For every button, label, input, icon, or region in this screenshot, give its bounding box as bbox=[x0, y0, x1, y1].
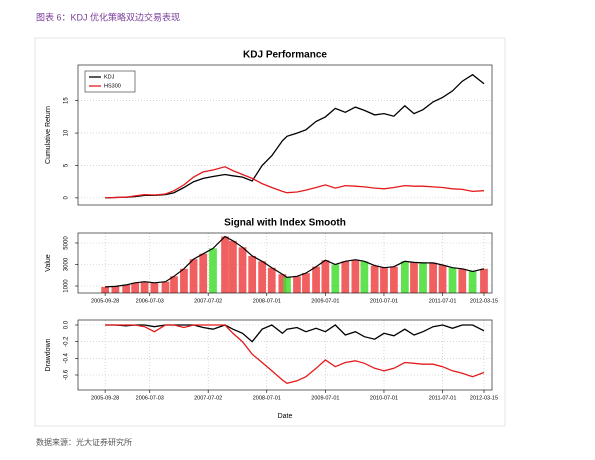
signal-bar bbox=[410, 262, 418, 293]
x-tick-label: 2012-03-15 bbox=[470, 298, 498, 304]
signal-bar bbox=[312, 266, 320, 293]
signal-bar bbox=[448, 267, 457, 293]
signal-bar bbox=[302, 273, 310, 293]
y-tick-label: 15 bbox=[64, 97, 70, 104]
y-axis-label: Drawdown bbox=[45, 338, 52, 371]
signal-bar bbox=[321, 260, 330, 293]
y-tick-label: -0.6 bbox=[64, 369, 70, 380]
y-tick-label: 5 bbox=[64, 163, 70, 167]
plot-frame bbox=[77, 319, 493, 391]
signal-bar bbox=[438, 265, 447, 293]
signal-bar bbox=[122, 284, 131, 293]
signal-bar bbox=[150, 282, 159, 293]
source: 数据来源：光大证券研究所 bbox=[36, 437, 132, 447]
signal-bar bbox=[283, 277, 291, 293]
y-tick-label: -0.2 bbox=[64, 336, 70, 347]
chart-title: KDJ Performance bbox=[243, 50, 327, 61]
y-tick-label: 3000 bbox=[64, 257, 70, 271]
signal-bar bbox=[170, 276, 178, 293]
legend-box bbox=[84, 70, 136, 93]
y-tick-label: 1000 bbox=[64, 279, 70, 293]
signal-bar bbox=[351, 259, 360, 293]
signal-bar bbox=[140, 281, 149, 293]
x-tick-label: 2009-07-01 bbox=[311, 395, 339, 401]
series-line bbox=[105, 324, 485, 385]
signal-bar bbox=[221, 236, 229, 293]
y-axis-label: Cumulative Return bbox=[45, 106, 52, 164]
signal-bar bbox=[419, 262, 427, 293]
signal-bar bbox=[111, 286, 120, 293]
x-tick-label: 2008-07-01 bbox=[253, 395, 281, 401]
signal-bar bbox=[238, 247, 247, 293]
signal-bar bbox=[258, 261, 267, 293]
x-tick-label: 2006-07-03 bbox=[136, 298, 164, 304]
series-line bbox=[105, 235, 485, 288]
series-line bbox=[105, 166, 485, 199]
x-tick-label: 2011-07-01 bbox=[429, 298, 457, 304]
signal-bar bbox=[248, 255, 257, 293]
signal-bar bbox=[131, 282, 140, 293]
signal-bar bbox=[458, 268, 467, 293]
signal-bar bbox=[209, 248, 217, 293]
plot-frame bbox=[77, 232, 493, 294]
chart-title: Signal with Index Smooth bbox=[224, 218, 346, 229]
signal-bar bbox=[161, 281, 170, 293]
x-tick-label: 2006-07-03 bbox=[136, 395, 164, 401]
signal-bar bbox=[360, 261, 369, 293]
x-tick-label: 2007-07-02 bbox=[194, 298, 222, 304]
signal-bar bbox=[189, 259, 198, 293]
y-tick-label: -0.4 bbox=[64, 353, 70, 364]
y-tick-label: 0.0 bbox=[64, 320, 70, 329]
x-tick-label: 2011-07-01 bbox=[429, 395, 457, 401]
signal-bar bbox=[390, 266, 398, 293]
signal-bar bbox=[267, 267, 276, 293]
caption: 图表 6：KDJ 优化策略双边交易表现 bbox=[36, 11, 180, 22]
signal-bar bbox=[199, 253, 208, 293]
x-tick-label: 2005-09-28 bbox=[91, 298, 119, 304]
x-axis-label: Date bbox=[278, 413, 293, 420]
x-tick-label: 2010-07-01 bbox=[370, 298, 398, 304]
x-tick-label: 2010-07-01 bbox=[370, 395, 398, 401]
x-tick-label: 2012-03-15 bbox=[470, 395, 498, 401]
plot-frame bbox=[77, 64, 493, 206]
signal-bar bbox=[341, 261, 350, 293]
legend-label: KDJ bbox=[104, 74, 115, 80]
signal-bar bbox=[480, 268, 488, 293]
signal-bar bbox=[293, 276, 301, 293]
series-line bbox=[105, 73, 485, 199]
y-tick-label: 0 bbox=[64, 196, 70, 200]
y-axis-label: Value bbox=[45, 254, 52, 271]
signal-bar bbox=[380, 267, 388, 293]
x-tick-label: 2007-07-02 bbox=[194, 395, 222, 401]
signal-bar bbox=[429, 262, 437, 293]
signal-bar bbox=[101, 286, 110, 293]
signal-bar bbox=[468, 271, 477, 293]
y-tick-label: 10 bbox=[64, 129, 70, 136]
signal-bar bbox=[400, 261, 409, 293]
signal-bar bbox=[229, 240, 237, 293]
legend-label: HS300 bbox=[104, 83, 121, 89]
signal-bar bbox=[278, 274, 287, 293]
x-tick-label: 2008-07-01 bbox=[253, 298, 281, 304]
signal-bar bbox=[180, 268, 188, 293]
chart-frame bbox=[34, 37, 506, 427]
signal-bar bbox=[370, 265, 379, 293]
y-tick-label: 5000 bbox=[64, 236, 70, 250]
signal-bar bbox=[331, 264, 340, 293]
x-tick-label: 2009-07-01 bbox=[311, 298, 339, 304]
x-tick-label: 2005-09-28 bbox=[91, 395, 119, 401]
